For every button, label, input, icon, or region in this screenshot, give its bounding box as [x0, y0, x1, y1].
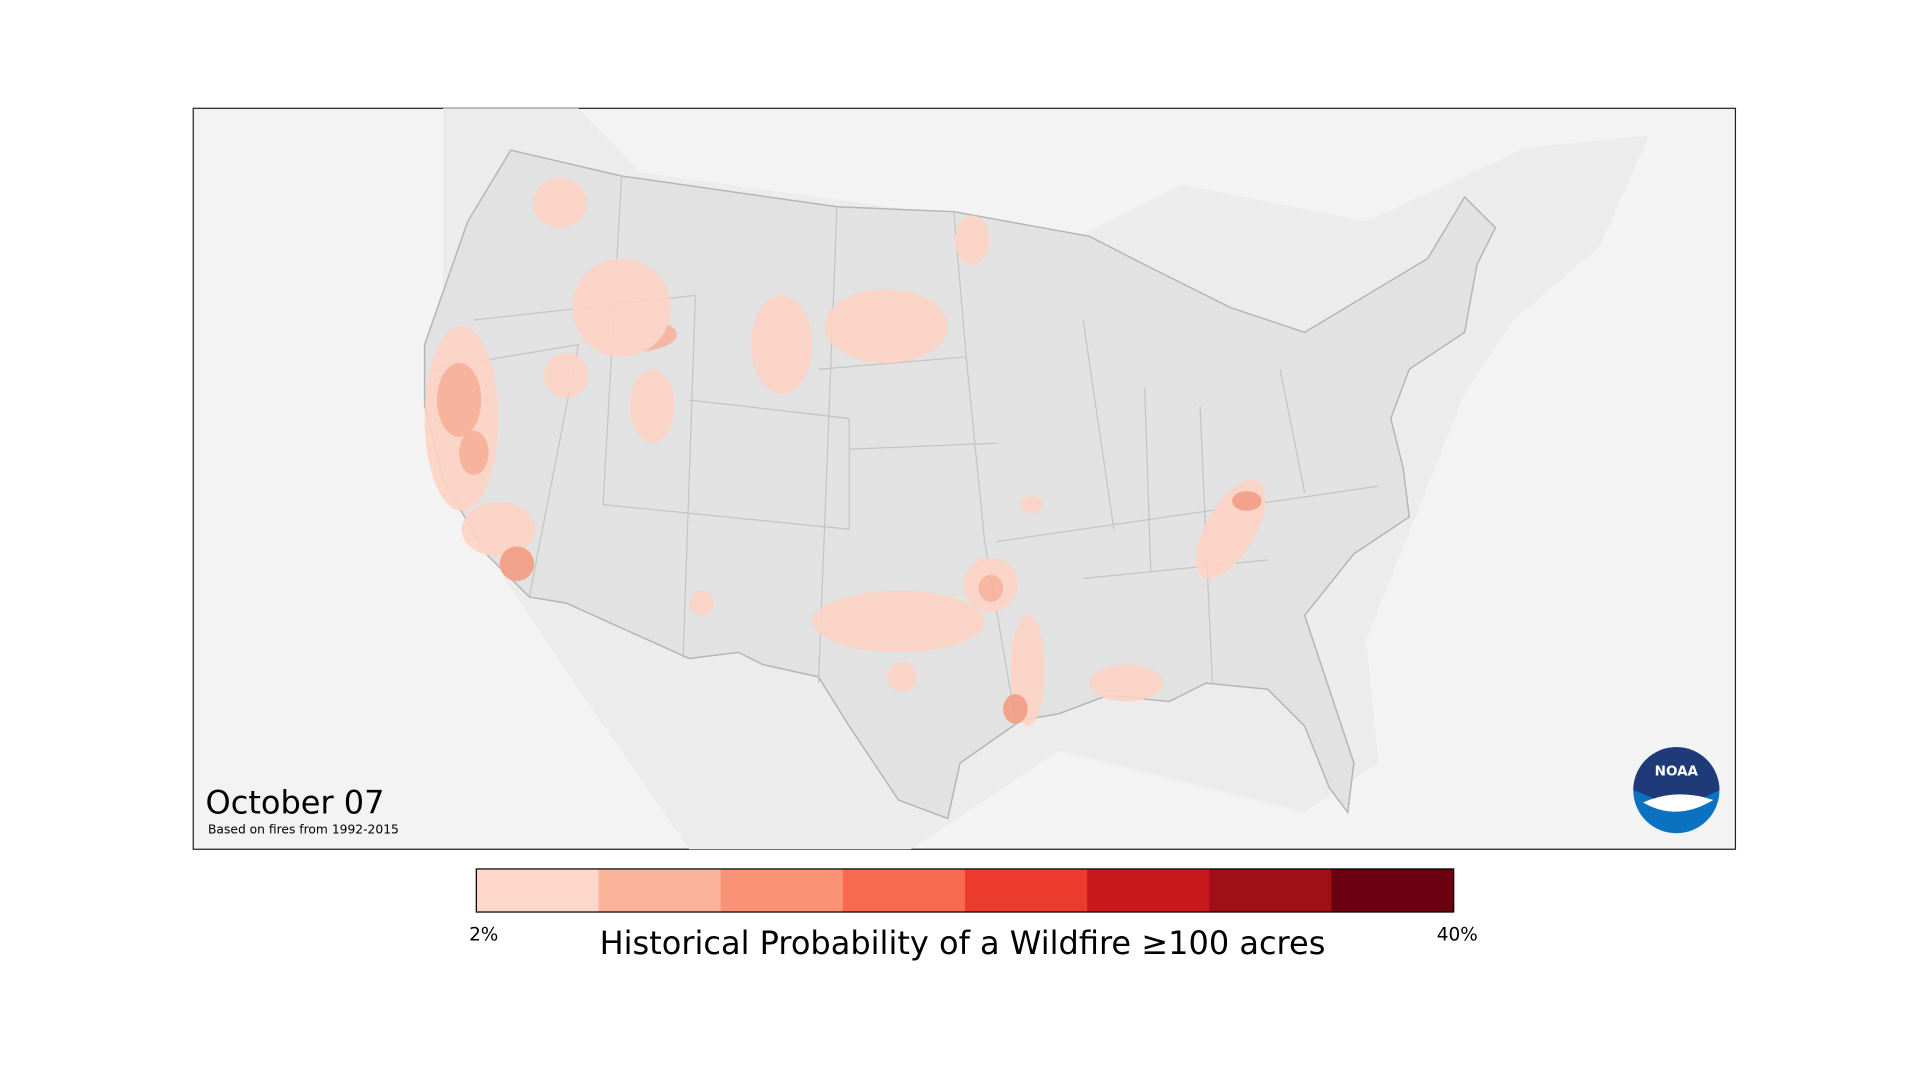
colorbar-swatch: [842, 868, 966, 913]
colorbar-swatch: [476, 868, 600, 913]
probability-areas: [424, 178, 1266, 727]
colorbar: [476, 868, 1455, 913]
colorbar-swatch: [598, 868, 722, 913]
noaa-logo: NOAA: [1633, 747, 1720, 834]
colorbar-frame: [475, 868, 1455, 913]
colorbar-swatch: [964, 868, 1088, 913]
map-group: October 07 Based on fires from 1992-2015…: [192, 107, 1737, 962]
colorbar-swatch: [720, 868, 844, 913]
colorbar-swatch: [1331, 868, 1455, 913]
map-title: October 07: [206, 784, 385, 822]
legend-title: Historical Probability of a Wildfire ≥10…: [600, 924, 1326, 962]
colorbar-swatch: [1087, 868, 1210, 913]
map-subtitle: Based on fires from 1992-2015: [208, 822, 399, 836]
legend-max-label: 40%: [1437, 924, 1478, 945]
legend-min-label: 2%: [469, 924, 498, 945]
logo-text: NOAA: [1655, 763, 1699, 779]
colorbar-swatch: [1209, 868, 1333, 913]
us-outline: [423, 149, 1497, 820]
